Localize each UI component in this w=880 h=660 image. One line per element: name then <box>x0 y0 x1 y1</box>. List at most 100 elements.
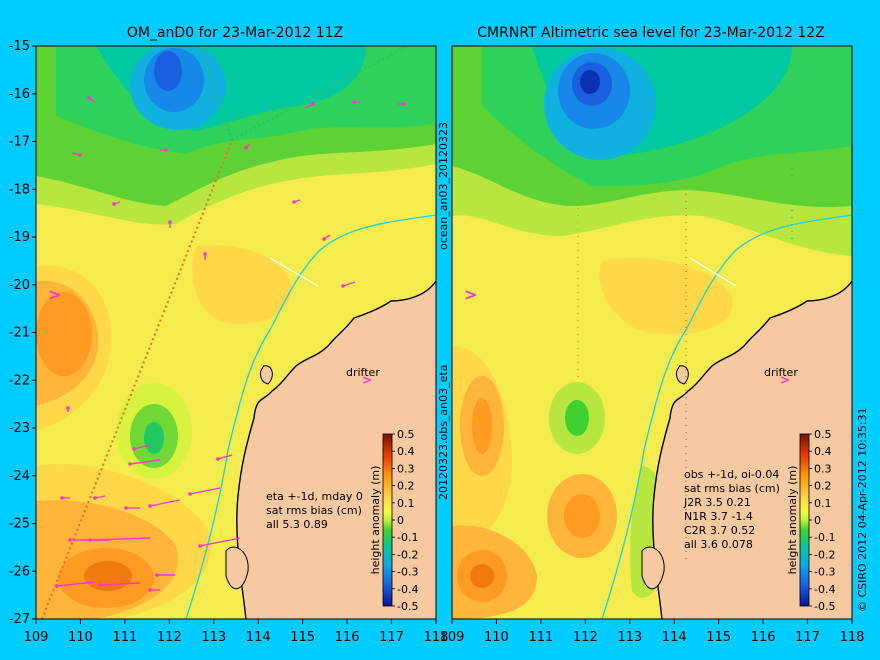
svg-text:C2R 3.7 0.52: C2R 3.7 0.52 <box>684 524 755 537</box>
y-tick-label: -16 <box>9 87 30 102</box>
x-tick-label: 116 <box>751 630 776 645</box>
svg-text:all 5.3 0.89: all 5.3 0.89 <box>266 518 328 531</box>
colorbar-tick-label: -0.3 <box>397 566 418 579</box>
velocity-arrow <box>56 581 96 587</box>
x-tick-label: 115 <box>706 630 731 645</box>
svg-text:sat rms bias (cm): sat rms bias (cm) <box>684 482 780 495</box>
colorbar-tick-label: 0.1 <box>814 497 832 510</box>
x-tick-label: 114 <box>662 630 687 645</box>
transect-line <box>689 257 737 287</box>
colorbar-tick-label: 0 <box>397 514 404 527</box>
right-panel: CMRNRT Altimetric sea level for 23-Mar-2… <box>440 25 865 645</box>
right-panel-title: CMRNRT Altimetric sea level for 23-Mar-2… <box>477 25 824 41</box>
colorbar-tick-label: 0.4 <box>397 445 415 458</box>
left-panel: OM_anD0 for 23-Mar-2012 11Z drifter > > … <box>9 25 449 645</box>
velocity-arrow <box>189 487 221 495</box>
y-tick-label: -19 <box>9 230 30 245</box>
x-tick-label: 114 <box>246 630 271 645</box>
x-tick-label: 113 <box>617 630 642 645</box>
right-drifter-label: drifter <box>764 366 798 379</box>
velocity-arrow <box>199 537 241 547</box>
colorbar-gradient <box>799 433 810 607</box>
isobath-line <box>185 214 437 620</box>
y-tick-label: -23 <box>9 421 30 436</box>
colorbar-tick-label: -0.4 <box>814 583 835 596</box>
transect-line <box>269 257 319 287</box>
colorbar-tick-label: 0.4 <box>814 445 832 458</box>
x-tick-label: 109 <box>24 630 49 645</box>
isobath-line <box>601 214 853 620</box>
x-tick-label: 113 <box>201 630 226 645</box>
right-x-axis: 109 110 111 112 113 114 115 116 117 118 <box>440 619 865 645</box>
x-tick-label: 117 <box>795 630 820 645</box>
colorbar-tick-label: -0.1 <box>814 531 835 544</box>
colorbar-tick-label: 0.3 <box>397 462 415 475</box>
x-tick-label: 110 <box>484 630 509 645</box>
y-tick-label: -18 <box>9 182 30 197</box>
vertical-label-right: ocean_an03_20120323 <box>437 122 450 250</box>
right-stats-box: obs +-1d, oi-0.04 sat rms bias (cm) J2R … <box>683 468 780 551</box>
svg-text:sat rms bias (cm): sat rms bias (cm) <box>266 504 362 517</box>
left-y-axis: -15 -16 -17 -18 -19 -20 -21 -22 -23 -24 -25 -26 -27 <box>9 39 36 627</box>
colorbar-tick-label: 0.5 <box>397 428 415 441</box>
left-panel-title: OM_anD0 for 23-Mar-2012 11Z <box>127 25 343 41</box>
colorbar-tick-label: 0.3 <box>814 462 832 475</box>
colorbar-gradient <box>382 433 393 607</box>
x-tick-label: 117 <box>379 630 404 645</box>
colorbar-tick-label: -0.2 <box>397 548 418 561</box>
right-map-area: drifter > > obs +-1d, oi-0.04 sat rms bi… <box>451 45 853 620</box>
velocity-arrow <box>342 281 356 287</box>
velocity-arrow <box>89 537 151 541</box>
y-tick-label: -27 <box>9 612 30 627</box>
colorbar-tick-label: -0.1 <box>397 531 418 544</box>
colorbar-tick-label: -0.2 <box>814 548 835 561</box>
colorbar-tick-label: 0.5 <box>814 428 832 441</box>
velocity-arrow <box>99 582 141 586</box>
satellite-track <box>41 139 233 620</box>
left-drifter-label: drifter <box>346 366 380 379</box>
velocity-arrow <box>149 499 181 507</box>
colorbar-tick-label: -0.3 <box>814 566 835 579</box>
x-tick-label: 111 <box>528 630 553 645</box>
right-colorbar: 0.5 0.4 0.3 0.2 0.1 0 -0.1 -0.2 -0.3 -0.4 -0.5 heig… <box>786 428 835 613</box>
y-tick-label: -24 <box>9 469 30 484</box>
credit-label: © CSIRO 2012 04-Apr-2012 10:35:31 <box>856 407 869 612</box>
velocity-arrow <box>217 454 233 460</box>
y-tick-label: -15 <box>9 39 30 54</box>
x-tick-label: 118 <box>424 630 449 645</box>
drifter-marker: > <box>464 285 477 304</box>
y-tick-label: -26 <box>9 564 30 579</box>
colorbar-tick-label: 0.2 <box>397 480 415 493</box>
velocity-vectors <box>55 96 406 592</box>
left-map-area: drifter > > eta +-1d, mday 0 sat rms bia… <box>35 45 437 620</box>
svg-text:eta +-1d, mday 0: eta +-1d, mday 0 <box>266 490 363 503</box>
x-tick-label: 116 <box>335 630 360 645</box>
y-tick-label: -17 <box>9 135 30 150</box>
x-tick-label: 118 <box>840 630 865 645</box>
svg-text:obs +-1d, oi-0.04: obs +-1d, oi-0.04 <box>684 468 779 481</box>
vertical-label-left: 20120323.obs_an03_eta <box>437 365 450 500</box>
y-tick-label: -20 <box>9 278 30 293</box>
svg-text:all 3.6 0.078: all 3.6 0.078 <box>684 538 753 551</box>
x-tick-label: 112 <box>573 630 598 645</box>
y-tick-label: -21 <box>9 326 30 341</box>
colorbar-tick-label: 0.2 <box>814 480 832 493</box>
left-stats-box: eta +-1d, mday 0 sat rms bias (cm) all 5… <box>266 490 363 531</box>
left-x-axis: 109 110 111 112 113 114 115 116 117 118 <box>24 619 449 645</box>
colorbar-tick-label: 0.1 <box>397 497 415 510</box>
colorbar-tick-label: 0 <box>814 514 821 527</box>
svg-text:N1R 3.7 -1.4: N1R 3.7 -1.4 <box>684 510 753 523</box>
colorbar-label: height anomaly (m) <box>786 466 799 575</box>
x-tick-label: 111 <box>112 630 137 645</box>
left-colorbar: 0.5 0.4 0.3 0.2 0.1 0 -0.1 -0.2 -0.3 -0.4 -0.5 heig… <box>369 428 418 613</box>
velocity-arrow <box>129 459 161 465</box>
x-tick-label: 112 <box>157 630 182 645</box>
colorbar-tick-label: -0.5 <box>397 600 418 613</box>
colorbar-label: height anomaly (m) <box>369 466 382 575</box>
x-tick-label: 110 <box>68 630 93 645</box>
colorbar-tick-label: -0.4 <box>397 583 418 596</box>
y-tick-label: -25 <box>9 517 30 532</box>
drifter-marker: > <box>362 373 372 387</box>
x-tick-label: 115 <box>290 630 315 645</box>
